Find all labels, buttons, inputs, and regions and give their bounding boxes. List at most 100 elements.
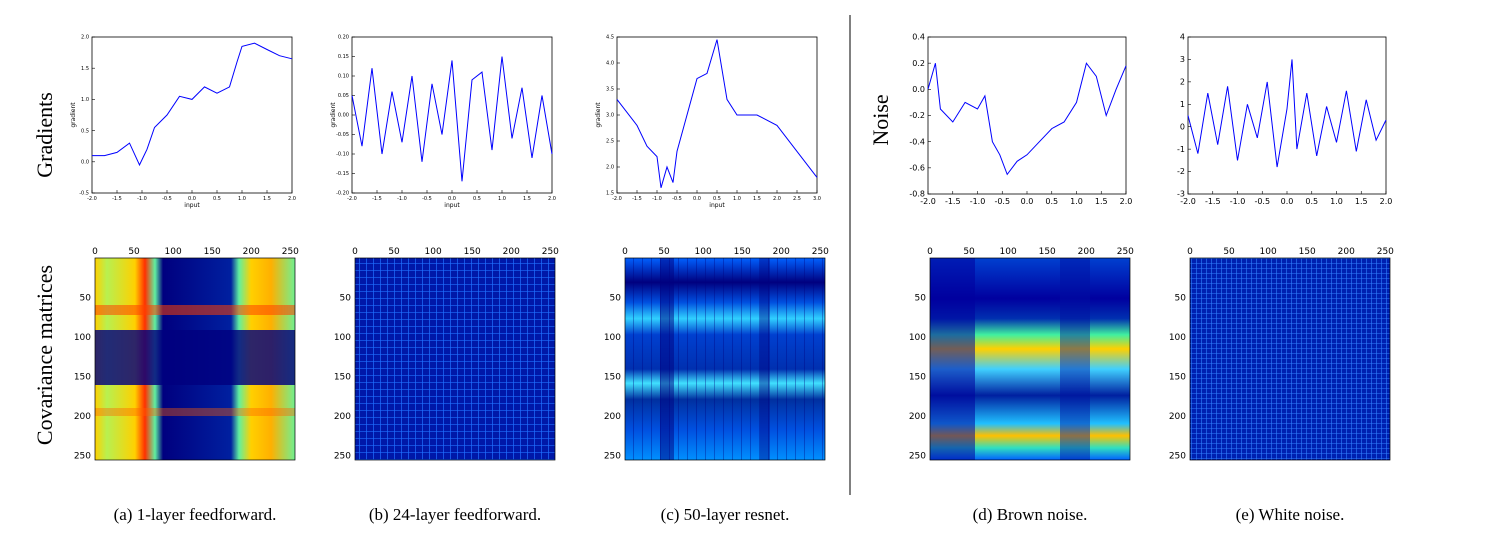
ytick-label-a-top: 1.5 [81,66,89,72]
noise-plot-e: -2.0 -1.5 -1.0 -0.5 0.0 0.5 1.0 1.5 2.0 -3 -2 -1 0 1 2… [1177,33,1392,206]
ytick-label-d-top: 0.2 [912,59,925,68]
heatmap-xtick-c-bottom: 100 [695,247,712,257]
heatmap-xtick-d-bottom: 100 [1000,247,1017,257]
plot-frame-a-top [91,36,293,194]
heatmap-xtick-e-bottom: 100 [1260,247,1277,257]
xtick-label-c-top: -1.5 [632,196,642,202]
heatmap-ytick-d-bottom: 200 [909,412,926,422]
heatmap-frame-d [929,257,1131,461]
row-label-noise: Noise [868,94,893,145]
caption-e: (e) White noise. [1236,505,1345,524]
heatmap-xtick-b-bottom: 0 [352,247,358,257]
heatmap-xtick-c-bottom: 150 [734,247,751,257]
heatmap-xtick-b-bottom: 150 [464,247,481,257]
ytick-label-b-top: 0.00 [338,113,349,119]
ytick-label-a-top: -0.5 [79,191,89,197]
heatmap-ytick-a-bottom: 50 [80,293,92,303]
ytick-label-d-top: -0.2 [909,111,925,120]
covariance-heatmap-e [1189,257,1391,461]
ytick-label-d-top: -0.4 [909,137,925,146]
ytick-label-c-top: 3.5 [606,87,614,93]
ytick-label-c-top: 2.5 [606,139,614,145]
row-label-covariance: Covariance matrices [32,265,57,445]
xtick-label-a-top: 1.5 [263,196,271,202]
xtick-label-d-top: -2.0 [920,197,936,206]
heatmap-ytick-c-bottom: 200 [604,412,621,422]
series-line-a-top [92,42,293,167]
xtick-label-a-top: -2.0 [87,196,97,202]
heatmap-ytick-c-bottom: 50 [610,293,622,303]
heatmap-xtick-e-bottom: 250 [1377,247,1394,257]
gradient-plot-b: -2.0 -1.5 -1.0 -0.5 0.0 0.5 1.0 1.5 2.0 -0.20 -0.1… [330,35,556,209]
heatmap-xtick-a-bottom: 100 [165,247,182,257]
xtick-label-d-top: -1.5 [945,197,961,206]
ytick-label-e-top: 0 [1180,122,1185,131]
heatmap-dark-col-d [930,258,975,460]
xtick-label-b-top: 1.5 [523,196,531,202]
heatmap-xtick-b-bottom: 50 [388,247,400,257]
heatmap-image-e [1190,258,1390,460]
heatmap-xtick-c-bottom: 250 [812,247,829,257]
heatmap-xtick-e-bottom: 150 [1299,247,1316,257]
ytick-label-c-top: 1.5 [606,191,614,197]
plot-frame-c-top [616,36,818,194]
xtick-label-b-top: -1.0 [397,196,407,202]
heatmap-xtick-e-bottom: 50 [1223,247,1235,257]
heatmap-xtick-c-bottom: 200 [773,247,790,257]
caption-d: (d) Brown noise. [973,505,1088,524]
heatmap-xtick-b-bottom: 250 [542,247,559,257]
xtick-label-e-top: -2.0 [1180,197,1196,206]
xtick-label-b-top: -0.5 [422,196,432,202]
heatmap-xtick-a-bottom: 150 [204,247,221,257]
heatmap-ytick-b-bottom: 200 [334,412,351,422]
heatmap-xtick-a-bottom: 50 [128,247,140,257]
ylabel-c-top: gradient [595,102,602,128]
ytick-label-e-top: 1 [1180,100,1185,109]
heatmap-ytick-d-bottom: 100 [909,333,926,343]
ytick-label-a-top: 0.5 [81,128,89,134]
ytick-label-c-top: 4.5 [606,35,614,41]
plot-frame-d-top [927,36,1127,195]
gradient-plot-c: -2.0 -1.5 -1.0 -0.5 0.0 0.5 1.0 1.5 2.0 2.5 3.0 1.5… [595,35,821,209]
caption-b: (b) 24-layer feedforward. [369,505,541,524]
ytick-label-b-top: -0.20 [336,191,349,197]
xtick-label-a-top: 1.0 [238,196,246,202]
series-line-b-top [351,56,553,182]
heatmap-ytick-d-bottom: 150 [909,372,926,382]
heatmap-frame-b [354,257,556,461]
heatmap-ytick-e-bottom: 250 [1169,451,1186,461]
xtick-label-b-top: 1.0 [498,196,506,202]
heatmap-ytick-a-bottom: 150 [74,372,91,382]
xlabel-a-top: input [184,202,200,209]
ylabel-a-top: gradient [70,102,77,128]
heatmap-ytick-b-bottom: 100 [334,333,351,343]
ytick-label-d-top: 0.4 [912,33,925,42]
covariance-heatmap-a [94,257,296,461]
heatmap-ytick-d-bottom: 250 [909,451,926,461]
xtick-label-c-top: -1.0 [652,196,662,202]
heatmap-xtick-b-bottom: 200 [503,247,520,257]
xtick-label-e-top: 2.0 [1380,197,1393,206]
ytick-label-a-top: 0.0 [81,159,89,165]
xtick-label-e-top: -1.0 [1230,197,1246,206]
xlabel-b-top: input [444,202,460,209]
heatmap-xtick-b-bottom: 100 [425,247,442,257]
heatmap-xtick-d-bottom: 50 [963,247,975,257]
ytick-label-b-top: 0.15 [338,54,349,60]
xtick-label-a-top: 0.5 [213,196,221,202]
xtick-label-c-top: 1.5 [753,196,761,202]
plot-frame-e-top [1187,36,1387,195]
heatmap-ytick-c-bottom: 100 [604,333,621,343]
xtick-label-e-top: -0.5 [1254,197,1270,206]
covariance-heatmap-b [354,257,556,461]
ytick-label-e-top: -3 [1177,190,1185,199]
xtick-label-d-top: 2.0 [1120,197,1133,206]
xtick-label-a-top: 2.0 [288,196,296,202]
ytick-label-c-top: 3.0 [606,113,614,119]
xtick-label-d-top: 0.5 [1045,197,1058,206]
heatmap-hot-row-a [95,305,295,315]
heatmap-ytick-c-bottom: 150 [604,372,621,382]
heatmap-ytick-e-bottom: 100 [1169,333,1186,343]
series-line-d-top [927,62,1127,176]
xtick-label-e-top: 0.0 [1281,197,1294,206]
